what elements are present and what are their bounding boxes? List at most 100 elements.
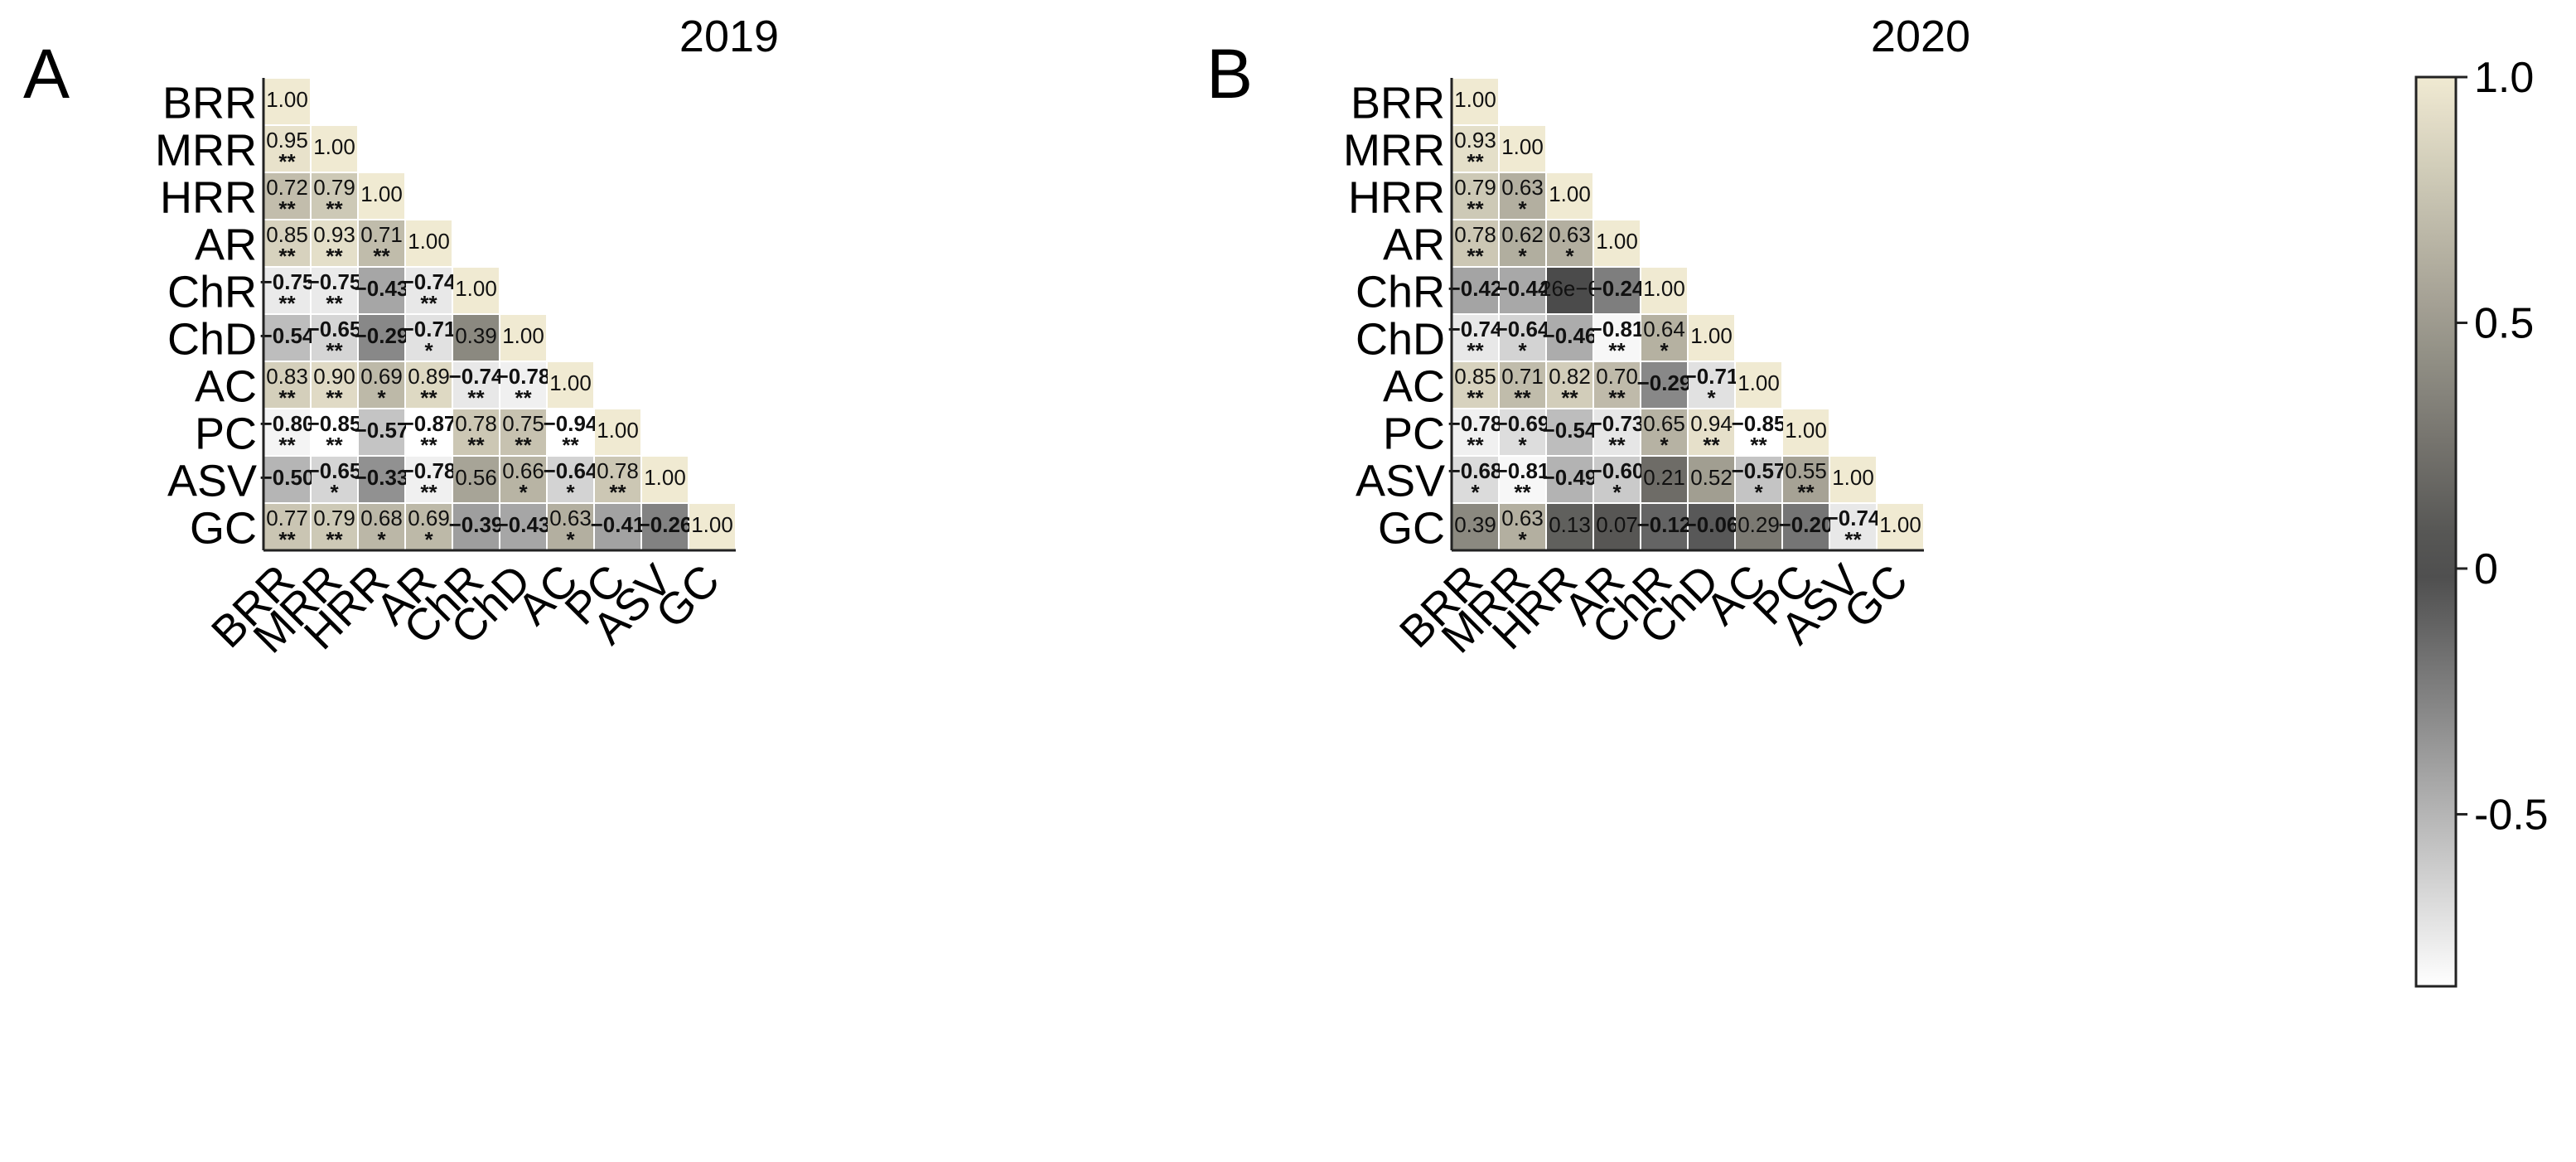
heatmap-cell xyxy=(500,315,546,361)
cell-value: 0.71 xyxy=(1501,364,1544,389)
heatmap-cell xyxy=(1500,220,1545,266)
cell-value: 0.29 xyxy=(1737,512,1780,537)
heatmap-cell xyxy=(359,504,404,550)
significance-mark: * xyxy=(1565,244,1574,269)
cell-value: 0.79 xyxy=(313,175,355,200)
heatmap-cell xyxy=(1452,315,1498,361)
cell-value: 26e−0 xyxy=(1539,276,1600,301)
significance-mark: ** xyxy=(515,385,532,410)
cell-value: 1.00 xyxy=(1737,370,1780,395)
heatmap-cell xyxy=(359,173,404,219)
y-tick-label: AR xyxy=(1383,220,1445,270)
heatmap-cell xyxy=(359,409,404,455)
y-tick-label: AC xyxy=(195,362,257,412)
cell-value: −0.50 xyxy=(260,465,315,490)
cell-value: −0.64 xyxy=(1496,317,1550,341)
cell-value: 0.69 xyxy=(408,506,450,530)
cell-value: −0.87 xyxy=(402,411,457,436)
significance-mark: ** xyxy=(609,480,626,505)
heatmap-cell xyxy=(1547,409,1592,455)
heatmap-cell xyxy=(1452,409,1498,455)
heatmap-cell xyxy=(264,126,310,172)
significance-mark: ** xyxy=(326,527,343,552)
y-tick-label: GC xyxy=(190,504,257,554)
cell-value: 0.63 xyxy=(1549,222,1591,247)
y-tick-label: HRR xyxy=(160,173,257,223)
heatmap-cell xyxy=(264,79,310,124)
cell-value: −0.39 xyxy=(449,512,504,537)
heatmap-cell xyxy=(312,409,357,455)
significance-mark: ** xyxy=(1467,149,1484,174)
cell-value: 0.64 xyxy=(1643,317,1685,341)
significance-mark: * xyxy=(519,480,528,505)
heatmap-cell xyxy=(406,315,452,361)
significance-mark: ** xyxy=(1514,480,1531,505)
cell-value: −0.42 xyxy=(1448,276,1503,301)
cell-value: 0.52 xyxy=(1690,465,1733,490)
heatmap-cell xyxy=(1452,126,1498,172)
cell-value: 1.00 xyxy=(1549,182,1591,206)
significance-mark: ** xyxy=(420,433,437,458)
cell-value: 1.00 xyxy=(1879,512,1921,537)
heatmap-cell xyxy=(595,504,640,550)
significance-mark: ** xyxy=(562,433,579,458)
y-tick-label: PC xyxy=(1383,409,1445,459)
significance-mark: ** xyxy=(467,385,485,410)
cell-value: −0.54 xyxy=(260,323,315,348)
heatmap-cell xyxy=(359,315,404,361)
y-tick-label: ChR xyxy=(167,268,257,317)
heatmap-cell xyxy=(1783,409,1829,455)
y-tick-label: BRR xyxy=(1351,79,1445,128)
heatmap-cell xyxy=(1641,315,1687,361)
y-tick-label: AR xyxy=(195,220,257,270)
cell-value: −0.74 xyxy=(402,269,457,294)
heatmap-cell xyxy=(1736,409,1781,455)
cell-value: 1.00 xyxy=(408,229,450,254)
y-tick-label: MRR xyxy=(155,126,257,176)
heatmap-cell xyxy=(1689,409,1734,455)
significance-mark: ** xyxy=(326,338,343,363)
cell-value: 0.55 xyxy=(1785,458,1827,483)
cell-value: 0.66 xyxy=(502,458,544,483)
significance-mark: * xyxy=(1518,244,1527,269)
heatmap-cell xyxy=(548,362,593,408)
cell-value: −0.29 xyxy=(355,323,409,348)
significance-mark: ** xyxy=(326,196,343,221)
cell-value: 0.63 xyxy=(549,506,592,530)
heatmap-cell xyxy=(548,409,593,455)
cell-value: 1.00 xyxy=(1832,465,1874,490)
heatmap-cell xyxy=(1736,504,1781,550)
heatmap-cell xyxy=(1500,504,1545,550)
heatmap-cell xyxy=(500,504,546,550)
heatmap-cell xyxy=(1830,504,1876,550)
heatmap-cell xyxy=(1641,409,1687,455)
heatmap-cell xyxy=(264,220,310,266)
heatmap-cell xyxy=(548,457,593,502)
significance-mark: ** xyxy=(278,196,296,221)
heatmap-cell xyxy=(1594,409,1640,455)
cell-value: −0.57 xyxy=(1732,458,1786,483)
cell-value: −0.20 xyxy=(1779,512,1834,537)
cell-value: 1.00 xyxy=(1690,323,1733,348)
cell-value: 0.78 xyxy=(597,458,639,483)
cell-value: −0.49 xyxy=(1543,465,1597,490)
significance-mark: ** xyxy=(1608,338,1626,363)
cell-value: −0.43 xyxy=(355,276,409,301)
cell-value: 0.63 xyxy=(1501,506,1544,530)
cell-value: 0.39 xyxy=(1454,512,1496,537)
heatmap-cell xyxy=(642,504,688,550)
heatmap-cell xyxy=(453,409,499,455)
cell-value: 1.00 xyxy=(455,276,497,301)
cell-value: −0.74 xyxy=(1448,317,1503,341)
heatmap-cell xyxy=(1641,504,1687,550)
significance-mark: ** xyxy=(1750,433,1767,458)
heatmap-cell xyxy=(264,457,310,502)
cell-value: −0.75 xyxy=(260,269,315,294)
heatmap-cell xyxy=(1594,362,1640,408)
heatmap-cell xyxy=(406,504,452,550)
heatmap-cell xyxy=(1783,504,1829,550)
heatmap-cell xyxy=(264,504,310,550)
cell-value: 1.00 xyxy=(266,87,308,112)
panel-label: B xyxy=(1206,35,1253,113)
heatmap-cell xyxy=(1594,457,1640,502)
